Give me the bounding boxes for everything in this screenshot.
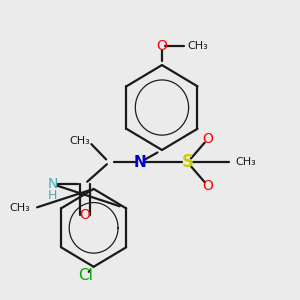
Text: CH₃: CH₃: [236, 158, 256, 167]
Text: Cl: Cl: [78, 268, 92, 283]
Text: CH₃: CH₃: [188, 40, 208, 51]
Text: S: S: [182, 153, 194, 171]
Text: O: O: [202, 179, 214, 193]
Text: CH₃: CH₃: [10, 203, 30, 213]
Text: O: O: [157, 39, 167, 52]
Text: O: O: [202, 132, 214, 146]
Text: N: N: [47, 177, 58, 190]
Text: O: O: [80, 208, 91, 223]
Text: N: N: [134, 155, 146, 170]
Text: H: H: [48, 190, 57, 202]
Text: CH₃: CH₃: [70, 136, 90, 146]
